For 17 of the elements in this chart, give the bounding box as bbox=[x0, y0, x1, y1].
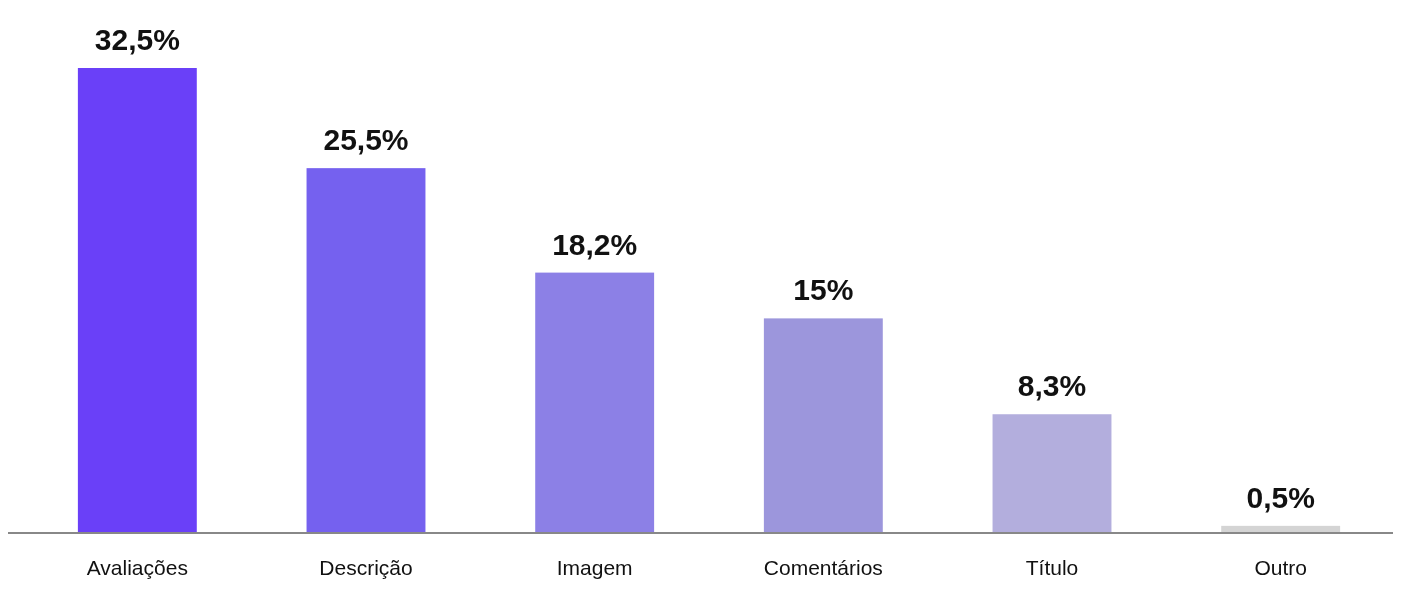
data-label: 8,3% bbox=[1017, 369, 1087, 403]
data-label: 32,5% bbox=[94, 23, 180, 56]
bar bbox=[306, 168, 426, 533]
data-label: 0,5% bbox=[1246, 480, 1315, 514]
data-label: 25,5% bbox=[323, 123, 409, 157]
x-tick-label: Título bbox=[1025, 556, 1079, 579]
x-tick-label: Descrição bbox=[319, 556, 413, 579]
bar bbox=[77, 68, 197, 533]
x-tick-label: Imagem bbox=[556, 556, 633, 579]
data-label: 15% bbox=[793, 273, 854, 307]
x-tick-label: Outro bbox=[1254, 556, 1307, 579]
bar bbox=[763, 318, 883, 533]
x-tick-label: Comentários bbox=[763, 556, 883, 579]
bar bbox=[992, 414, 1112, 533]
x-tick-label: Avaliações bbox=[86, 556, 188, 579]
bar bbox=[535, 272, 655, 533]
data-label: 18,2% bbox=[552, 227, 638, 261]
